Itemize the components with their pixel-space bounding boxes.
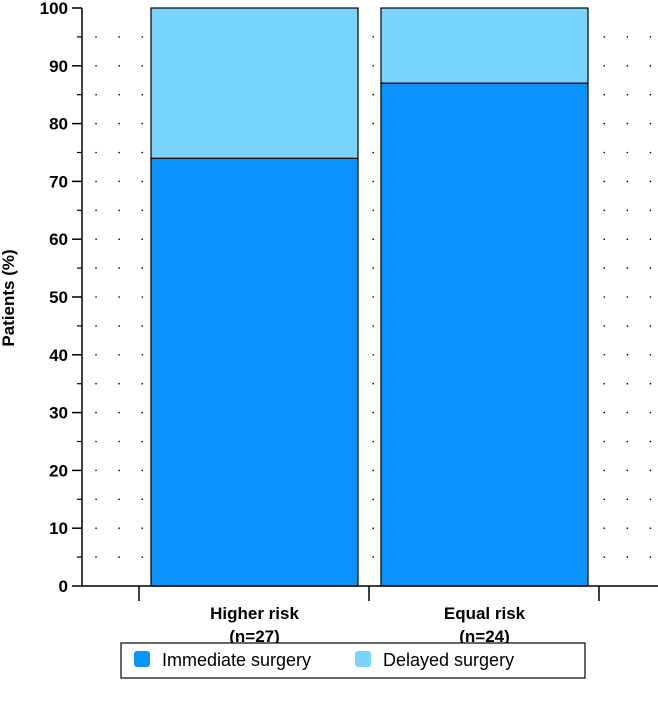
legend: Immediate surgery Delayed surgery: [120, 642, 586, 679]
x-category-sublabel: (n=27): [229, 627, 280, 646]
y-tick-label: 60: [49, 230, 68, 249]
y-tick-label: 40: [49, 346, 68, 365]
y-axis-title: Patients (%): [0, 249, 18, 346]
bar-immediate-surgery-2: [380, 82, 589, 587]
legend-label: Delayed surgery: [383, 650, 514, 670]
y-tick-label: 80: [49, 115, 68, 134]
bar-delayed-surgery-1: [150, 7, 359, 159]
x-category-sublabel: (n=24): [459, 627, 510, 646]
legend-swatch-immediate-surgery: [134, 651, 150, 667]
legend-label: Immediate surgery: [162, 650, 311, 670]
y-tick-label: 20: [49, 461, 68, 480]
y-tick-label: 10: [49, 519, 68, 538]
y-tick-label: 50: [49, 288, 68, 307]
y-tick-label: 70: [49, 172, 68, 191]
bar-immediate-surgery-1: [150, 157, 359, 587]
y-tick-label: 30: [49, 404, 68, 423]
bar-delayed-surgery-2: [380, 7, 589, 84]
x-category-label: Equal risk: [444, 604, 526, 623]
legend-box: [120, 642, 586, 679]
y-tick-label: 0: [59, 577, 68, 596]
bars: [150, 7, 589, 587]
axes: 0 10 20 30 40 50 60 70 80 90 100 Higher risk (n=27) E…: [40, 0, 658, 646]
y-tick-label: 100: [40, 0, 68, 18]
y-tick-label: 90: [49, 57, 68, 76]
legend-swatch-delayed-surgery: [355, 651, 371, 667]
x-category-label: Higher risk: [210, 604, 299, 623]
